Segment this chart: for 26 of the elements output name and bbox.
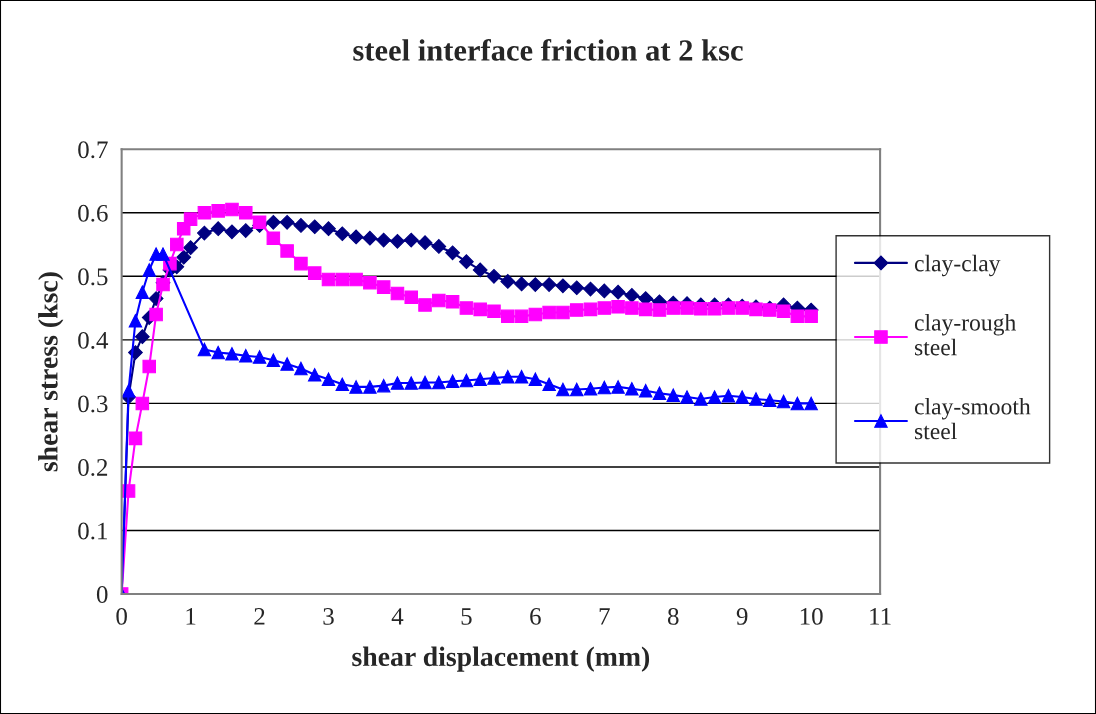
y-tick-label: 0 <box>96 586 108 603</box>
x-tick-label: 9 <box>736 608 748 625</box>
y-tick-label: 0.5 <box>78 268 108 286</box>
y-tick-label: 0.2 <box>78 459 108 476</box>
x-tick-label: 8 <box>667 607 679 625</box>
x-tick-label: 10 <box>800 607 823 625</box>
x-tick-label: 2 <box>254 608 265 625</box>
x-axis-title: shear displacement (mm) <box>352 646 650 672</box>
x-tick-label: 0 <box>116 607 127 625</box>
chart-title: steel interface friction at 2 ksc <box>353 38 743 61</box>
legend-label: clay-smooth steel <box>914 397 1031 440</box>
y-tick-label: 0.4 <box>78 331 109 349</box>
x-tick-label: 6 <box>530 608 541 625</box>
x-tick-label: 7 <box>599 608 610 625</box>
y-tick-label: 0.3 <box>78 395 108 413</box>
x-tick-label: 4 <box>391 608 404 625</box>
x-tick-label: 3 <box>323 608 334 625</box>
x-tick-label: 1 <box>186 608 196 625</box>
legend-label: clay-rough steel <box>914 314 1016 356</box>
legend-label: clay-clay <box>914 254 1001 277</box>
x-tick-label: 5 <box>461 608 472 625</box>
x-tick-label: 11 <box>870 608 891 625</box>
y-axis-title: shear stress (ksc) <box>38 272 64 472</box>
y-tick-label: 0.1 <box>78 522 107 540</box>
y-tick-label: 0.6 <box>78 204 108 222</box>
y-tick-label: 0.7 <box>78 141 108 159</box>
